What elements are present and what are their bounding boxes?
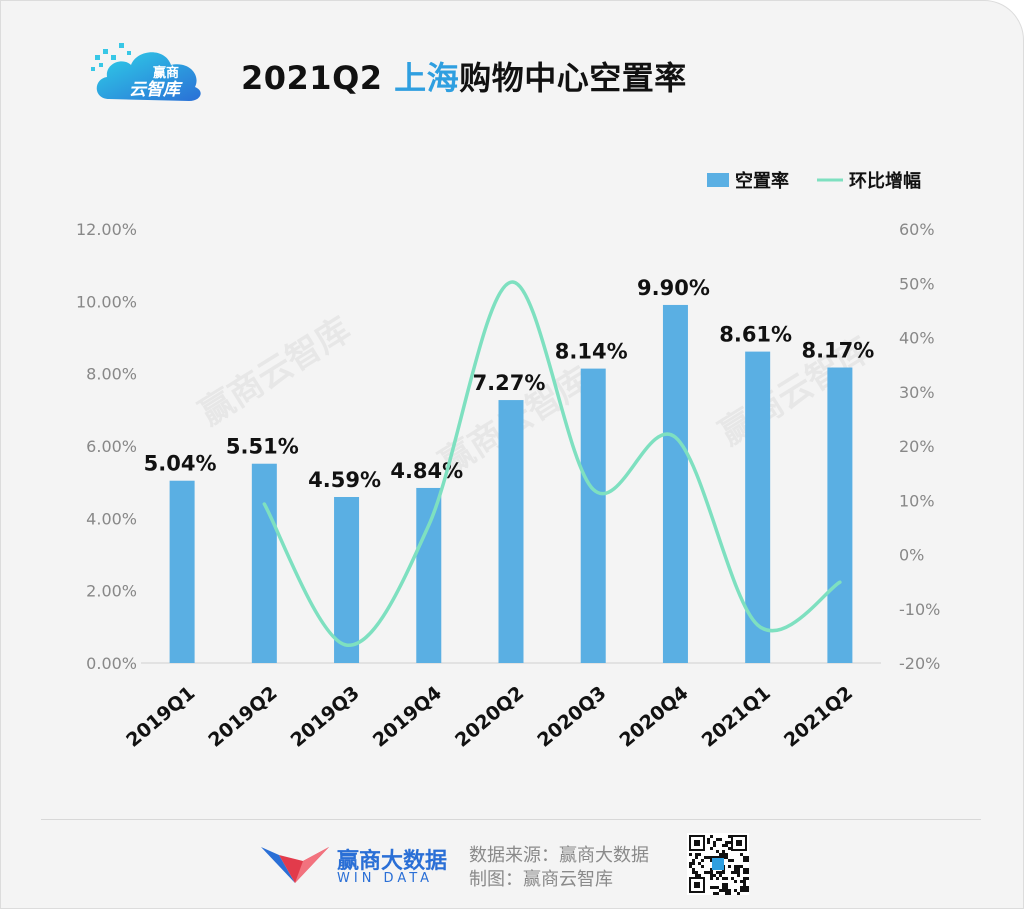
bar bbox=[251, 463, 277, 663]
legend-label-line: 环比增幅 bbox=[849, 170, 921, 192]
y-right-tick-label: -10% bbox=[899, 600, 940, 619]
title-prefix: 2021Q2 bbox=[241, 59, 395, 97]
bar bbox=[662, 304, 688, 663]
bar-value-label: 4.59% bbox=[308, 468, 381, 492]
y-left-tick-label: 6.00% bbox=[86, 437, 137, 456]
x-category-label: 2020Q3 bbox=[533, 682, 610, 752]
source-line: 数据来源：赢商大数据 bbox=[469, 845, 649, 866]
x-category-label: 2021Q2 bbox=[780, 682, 857, 752]
footer-divider bbox=[41, 819, 981, 820]
y-right-tick-label: 40% bbox=[899, 329, 935, 348]
y-left-tick-label: 4.00% bbox=[86, 509, 137, 528]
source-block: 数据来源：赢商大数据 制图：赢商云智库 bbox=[469, 844, 649, 892]
bar bbox=[580, 368, 606, 663]
bar-value-label: 8.17% bbox=[801, 339, 874, 363]
legend-swatch-bar bbox=[707, 173, 729, 187]
bar-value-label: 7.27% bbox=[473, 371, 546, 395]
watermark-text: 赢商云智库 bbox=[192, 310, 357, 434]
x-category-label: 2019Q1 bbox=[122, 682, 199, 752]
page-title: 2021Q2 上海购物中心空置率 bbox=[241, 53, 687, 99]
logo-text-bottom: 云智库 bbox=[129, 80, 183, 100]
qr-code-icon[interactable] bbox=[687, 833, 749, 895]
legend-label-bar: 空置率 bbox=[735, 170, 789, 192]
y-right-tick-label: 50% bbox=[899, 274, 935, 293]
bar bbox=[827, 367, 853, 663]
bar-value-label: 4.84% bbox=[390, 459, 463, 483]
x-category-label: 2019Q3 bbox=[287, 682, 364, 752]
y-left-tick-label: 2.00% bbox=[86, 582, 137, 601]
combo-chart: 赢商云智库赢商云智库赢商云智库0.00%2.00%4.00%6.00%8.00%… bbox=[76, 170, 940, 752]
brand-name: 赢商大数据 bbox=[337, 849, 448, 874]
y-left-tick-label: 10.00% bbox=[76, 292, 137, 311]
x-category-label: 2021Q1 bbox=[698, 682, 775, 752]
y-right-tick-label: 20% bbox=[899, 437, 935, 456]
title-highlight: 上海 bbox=[394, 59, 460, 97]
y-right-tick-label: 10% bbox=[899, 491, 935, 510]
series-line-qoq bbox=[262, 280, 842, 647]
y-right-tick-label: 0% bbox=[899, 546, 924, 565]
y-left-tick-label: 8.00% bbox=[86, 365, 137, 384]
bar bbox=[416, 487, 442, 663]
bar-value-label: 8.14% bbox=[555, 340, 628, 364]
y-right-tick-label: 60% bbox=[899, 220, 935, 239]
y-left-tick-label: 0.00% bbox=[86, 654, 137, 673]
cloud-logo-icon: 赢商 云智库 bbox=[91, 43, 201, 101]
bar-value-label: 5.04% bbox=[144, 452, 217, 476]
x-category-label: 2020Q2 bbox=[451, 682, 528, 752]
bar-value-label: 9.90% bbox=[637, 276, 710, 300]
y-right-tick-label: 30% bbox=[899, 383, 935, 402]
title-suffix: 购物中心空置率 bbox=[459, 59, 687, 97]
x-category-label: 2020Q4 bbox=[615, 682, 692, 752]
logo-text-top: 赢商 bbox=[153, 65, 179, 81]
y-left-tick-label: 12.00% bbox=[76, 220, 137, 239]
bar bbox=[169, 480, 195, 663]
win-data-logo-icon bbox=[261, 847, 329, 883]
brand-subtitle: WIN DATA bbox=[337, 871, 434, 886]
x-category-label: 2019Q2 bbox=[204, 682, 281, 752]
bar-value-label: 8.61% bbox=[719, 323, 792, 347]
bar-value-label: 5.51% bbox=[226, 435, 299, 459]
bar bbox=[498, 400, 524, 663]
x-category-label: 2019Q4 bbox=[369, 682, 446, 752]
made-by-line: 制图：赢商云智库 bbox=[469, 869, 613, 890]
bar bbox=[334, 496, 360, 663]
y-right-tick-label: -20% bbox=[899, 654, 940, 673]
